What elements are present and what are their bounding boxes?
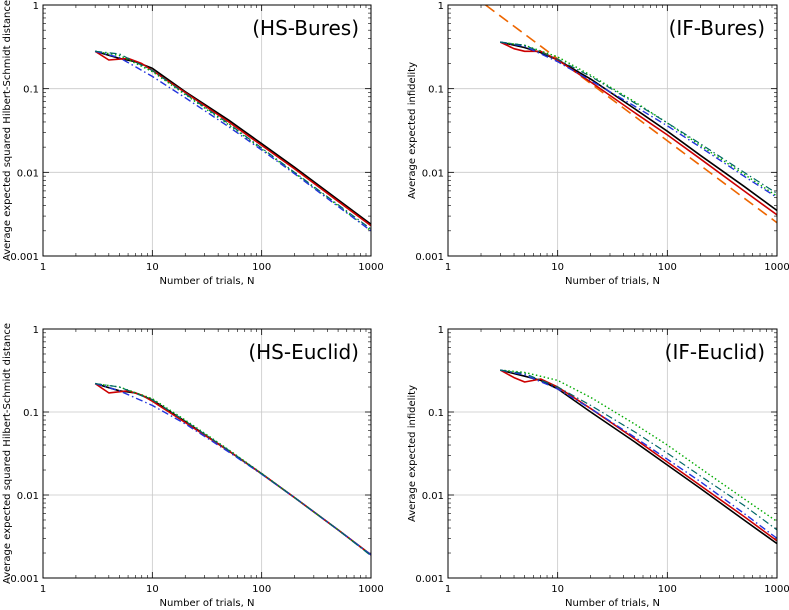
y-tick-label: 1: [33, 325, 39, 336]
x-axis-label: Number of trials, N: [565, 598, 660, 609]
x-tick-label: 10: [551, 262, 564, 273]
x-tick-label: 100: [252, 262, 271, 273]
series-line-5: [500, 369, 777, 531]
x-tick-label: 1000: [764, 584, 789, 595]
y-axis-label: Average expected infidelity: [407, 385, 418, 522]
y-tick-label: 0.1: [428, 85, 444, 96]
x-tick-label: 100: [658, 584, 677, 595]
x-tick-label: 10: [146, 584, 159, 595]
plot-frame: [42, 328, 372, 579]
chart-panel-4: 1 10 100 1000 0.001 0.01 0.1 1 Number of trials,…: [407, 325, 789, 609]
x-tick-label: 1000: [764, 262, 789, 273]
panel-title: (IF-Euclid): [665, 340, 765, 364]
y-tick-label: 0.001: [10, 252, 39, 263]
y-tick-label: 0.1: [23, 85, 39, 96]
y-tick-label: 1: [438, 1, 444, 12]
series-line-1: [94, 382, 371, 556]
y-tick-label: 0.01: [17, 491, 39, 502]
series-line-1: [94, 50, 371, 225]
x-tick-label: 1: [445, 584, 451, 595]
y-axis-label: Average expected squared Hilbert-Schmidt…: [2, 0, 13, 261]
y-tick-label: 0.01: [422, 168, 444, 179]
y-axis-label: Average expected squared Hilbert-Schmidt…: [2, 323, 13, 584]
series-line-3: [95, 50, 371, 232]
series-line-5: [95, 383, 371, 557]
series-line-2: [94, 382, 371, 556]
series-line-1: [485, 5, 777, 224]
series-line-2: [499, 369, 777, 542]
x-axis-label: Number of trials, N: [160, 276, 255, 287]
panel-title: (HS-Euclid): [248, 340, 359, 364]
series-line-1: [500, 369, 777, 545]
series-line-4: [500, 41, 777, 197]
plot-frame: [447, 328, 778, 579]
y-tick-label: 1: [33, 1, 39, 12]
series-line-4: [500, 369, 777, 539]
y-tick-label: 0.1: [428, 408, 444, 419]
series-line-4: [95, 50, 371, 232]
y-tick-label: 0.1: [23, 408, 39, 419]
x-tick-label: 1: [40, 584, 46, 595]
y-tick-label: 0.001: [415, 574, 444, 585]
series-line-4: [95, 382, 371, 556]
plot-frame: [42, 4, 372, 257]
series-line-5: [95, 50, 371, 230]
x-tick-label: 100: [252, 584, 271, 595]
x-tick-label: 100: [658, 262, 677, 273]
series-line-3: [500, 369, 777, 523]
x-tick-label: 1: [40, 262, 46, 273]
x-axis-label: Number of trials, N: [565, 276, 660, 287]
x-axis-label: Number of trials, N: [160, 598, 255, 609]
series-line-3: [95, 382, 371, 556]
y-tick-label: 0.01: [17, 168, 39, 179]
panel-title: (IF-Bures): [669, 16, 765, 40]
y-tick-label: 0.001: [10, 574, 39, 585]
plot-frame: [447, 4, 778, 257]
series-line-6: [500, 41, 777, 194]
x-tick-label: 1000: [358, 262, 383, 273]
y-tick-label: 1: [438, 325, 444, 336]
series-line-3: [499, 41, 777, 216]
y-tick-label: 0.01: [422, 491, 444, 502]
x-tick-label: 10: [551, 584, 564, 595]
series-line-5: [500, 41, 777, 199]
chart-panel-3: 1 10 100 1000 0.001 0.01 0.1 1 Number of trials,…: [2, 323, 384, 609]
panel-title: (HS-Bures): [252, 16, 359, 40]
y-tick-label: 0.001: [415, 252, 444, 263]
chart-panel-2: 1 10 100 1000 0.001 0.01 0.1 1 Number of trials,…: [407, 1, 789, 287]
y-axis-label: Average expected infidelity: [407, 62, 418, 199]
series-line-2: [94, 50, 371, 227]
x-tick-label: 10: [146, 262, 159, 273]
x-tick-label: 1000: [358, 584, 383, 595]
x-tick-label: 1: [445, 262, 451, 273]
chart-panel-1: 1 10 100 1000 0.001 0.01 0.1 1 Number of trials,…: [2, 0, 384, 287]
